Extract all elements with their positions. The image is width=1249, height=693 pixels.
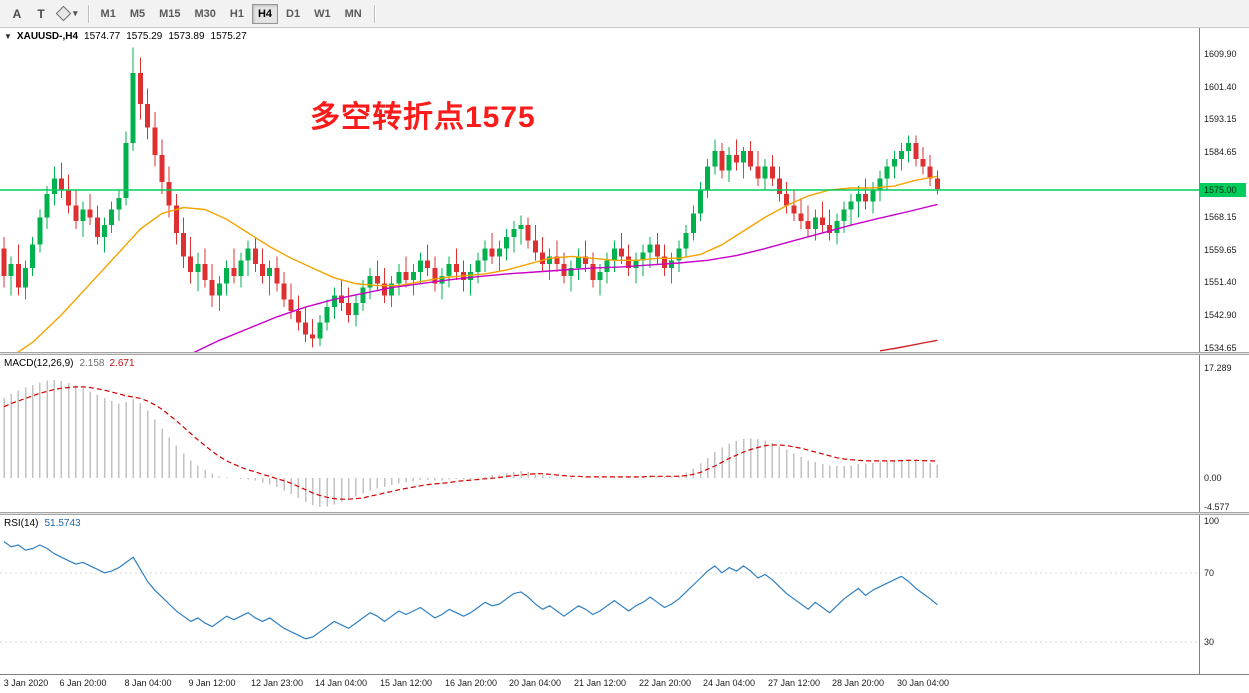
time-axis-label: 14 Jan 04:00 <box>314 678 368 688</box>
price-axis-label: 1551.40 <box>1204 277 1237 287</box>
chevron-down-icon: ▾ <box>73 8 78 18</box>
price-axis-label: 1584.65 <box>1204 147 1237 157</box>
price-axis-label: 1542.90 <box>1204 310 1237 320</box>
price-axis-label: 1559.65 <box>1204 245 1237 255</box>
symbol-label: XAUUSD-,H4 <box>16 31 79 42</box>
time-axis-label: 8 Jan 04:00 <box>124 678 172 688</box>
time-axis-label: 6 Jan 20:00 <box>59 678 107 688</box>
current-price-tag: 1575.00 <box>1200 183 1246 197</box>
tool-button-a[interactable]: A <box>6 4 28 24</box>
macd-plot[interactable]: MACD(12,26,9) 2.158 2.671 <box>0 355 1200 512</box>
macd-label-bar: MACD(12,26,9) 2.158 2.671 <box>4 358 135 369</box>
tool-button-t[interactable]: T <box>30 4 52 24</box>
toolbar-separator <box>373 4 375 23</box>
chart-title-bar: ▼ XAUUSD-,H4 1574.77 1575.29 1573.89 157… <box>4 31 247 42</box>
toolbar-separator <box>87 4 89 23</box>
rsi-panel: RSI(14) 51.5743 100 70 30 <box>0 515 1249 674</box>
timeframe-button-w1[interactable]: W1 <box>308 4 337 24</box>
timeframe-toolbar: M1 M5 M15 M30 H1 H4 D1 W1 MN <box>94 3 369 24</box>
ohlc-close: 1575.27 <box>210 31 247 42</box>
macd-indicator-label: MACD(12,26,9) <box>4 358 74 369</box>
drawing-tools-dropdown-button[interactable]: ▾ <box>54 4 82 24</box>
rsi-axis-label: 30 <box>1204 637 1215 647</box>
main-chart-panel: ▼ XAUUSD-,H4 1574.77 1575.29 1573.89 157… <box>0 28 1249 353</box>
price-axis[interactable]: 1575.00 1609.90 1601.40 1593.15 1584.65 1568… <box>1200 28 1249 353</box>
rsi-indicator-label: RSI(14) <box>4 518 39 529</box>
chart-window: ▼ XAUUSD-,H4 1574.77 1575.29 1573.89 157… <box>0 28 1249 693</box>
timeframe-button-m5[interactable]: M5 <box>124 4 151 24</box>
macd-value-signal: 2.671 <box>109 358 135 369</box>
time-axis-label: 9 Jan 12:00 <box>188 678 236 688</box>
timeframe-button-h4[interactable]: H4 <box>251 3 279 24</box>
time-axis-label: 20 Jan 04:00 <box>508 678 562 688</box>
tool-button-a-label: A <box>12 6 22 21</box>
price-axis-label: 1568.15 <box>1204 212 1237 222</box>
toolbar: A T ▾ M1 M5 M15 M30 H1 H4 D1 W1 MN <box>0 0 1249 28</box>
tool-button-t-label: T <box>37 6 45 21</box>
macd-axis[interactable]: 17.289 0.00 -4.577 <box>1200 355 1249 512</box>
macd-panel: MACD(12,26,9) 2.158 2.671 17.289 0.00 -4.5… <box>0 355 1249 512</box>
time-axis-label: 28 Jan 20:00 <box>831 678 885 688</box>
rsi-axis-label: 100 <box>1204 516 1220 526</box>
timeframe-button-d1[interactable]: D1 <box>280 4 306 24</box>
timeframe-button-mn[interactable]: MN <box>339 4 368 24</box>
ohlc-open: 1574.77 <box>84 31 121 42</box>
timeframe-button-h1[interactable]: H1 <box>224 4 250 24</box>
price-axis-label: 1609.90 <box>1204 49 1237 59</box>
timeframe-button-m30[interactable]: M30 <box>189 4 222 24</box>
price-axis-label: 1593.15 <box>1204 114 1237 124</box>
time-axis-label: 12 Jan 23:00 <box>250 678 304 688</box>
main-chart-plot[interactable]: ▼ XAUUSD-,H4 1574.77 1575.29 1573.89 157… <box>0 28 1200 352</box>
panel-splitter[interactable] <box>0 352 1249 355</box>
rsi-canvas[interactable] <box>0 515 1199 674</box>
rsi-axis[interactable]: 100 70 30 <box>1200 515 1249 674</box>
macd-axis-label: 17.289 <box>1204 363 1232 373</box>
ohlc-low: 1573.89 <box>168 31 205 42</box>
price-axis-label: 1534.65 <box>1204 343 1237 353</box>
time-axis-label: 15 Jan 12:00 <box>379 678 433 688</box>
collapse-chart-icon[interactable]: ▼ <box>4 32 12 41</box>
rsi-label-bar: RSI(14) 51.5743 <box>4 518 81 529</box>
rsi-axis-label: 70 <box>1204 568 1215 578</box>
time-axis-label: 22 Jan 20:00 <box>638 678 692 688</box>
time-axis-label: 24 Jan 04:00 <box>702 678 756 688</box>
price-axis-label: 1601.40 <box>1204 82 1237 92</box>
rsi-value: 51.5743 <box>44 518 81 529</box>
macd-canvas[interactable] <box>0 355 1199 512</box>
time-axis[interactable]: 3 Jan 2020 6 Jan 20:00 8 Jan 04:00 9 Jan 12… <box>0 674 1249 693</box>
main-chart-canvas[interactable] <box>0 28 1199 352</box>
macd-axis-label: 0.00 <box>1204 473 1222 483</box>
ohlc-high: 1575.29 <box>126 31 163 42</box>
shapes-icon <box>55 5 72 22</box>
time-axis-label: 27 Jan 12:00 <box>767 678 821 688</box>
macd-axis-label: -4.577 <box>1204 502 1230 512</box>
panel-splitter[interactable] <box>0 512 1249 515</box>
time-axis-label: 30 Jan 04:00 <box>896 678 950 688</box>
chart-annotation-text[interactable]: 多空转折点1575 <box>310 101 536 134</box>
time-axis-label: 16 Jan 20:00 <box>444 678 498 688</box>
timeframe-button-m15[interactable]: M15 <box>153 4 186 24</box>
macd-value-main: 2.158 <box>79 358 105 369</box>
rsi-plot[interactable]: RSI(14) 51.5743 <box>0 515 1200 674</box>
time-axis-label: 21 Jan 12:00 <box>573 678 627 688</box>
time-axis-label: 3 Jan 2020 <box>3 678 49 688</box>
timeframe-button-m1[interactable]: M1 <box>95 4 122 24</box>
